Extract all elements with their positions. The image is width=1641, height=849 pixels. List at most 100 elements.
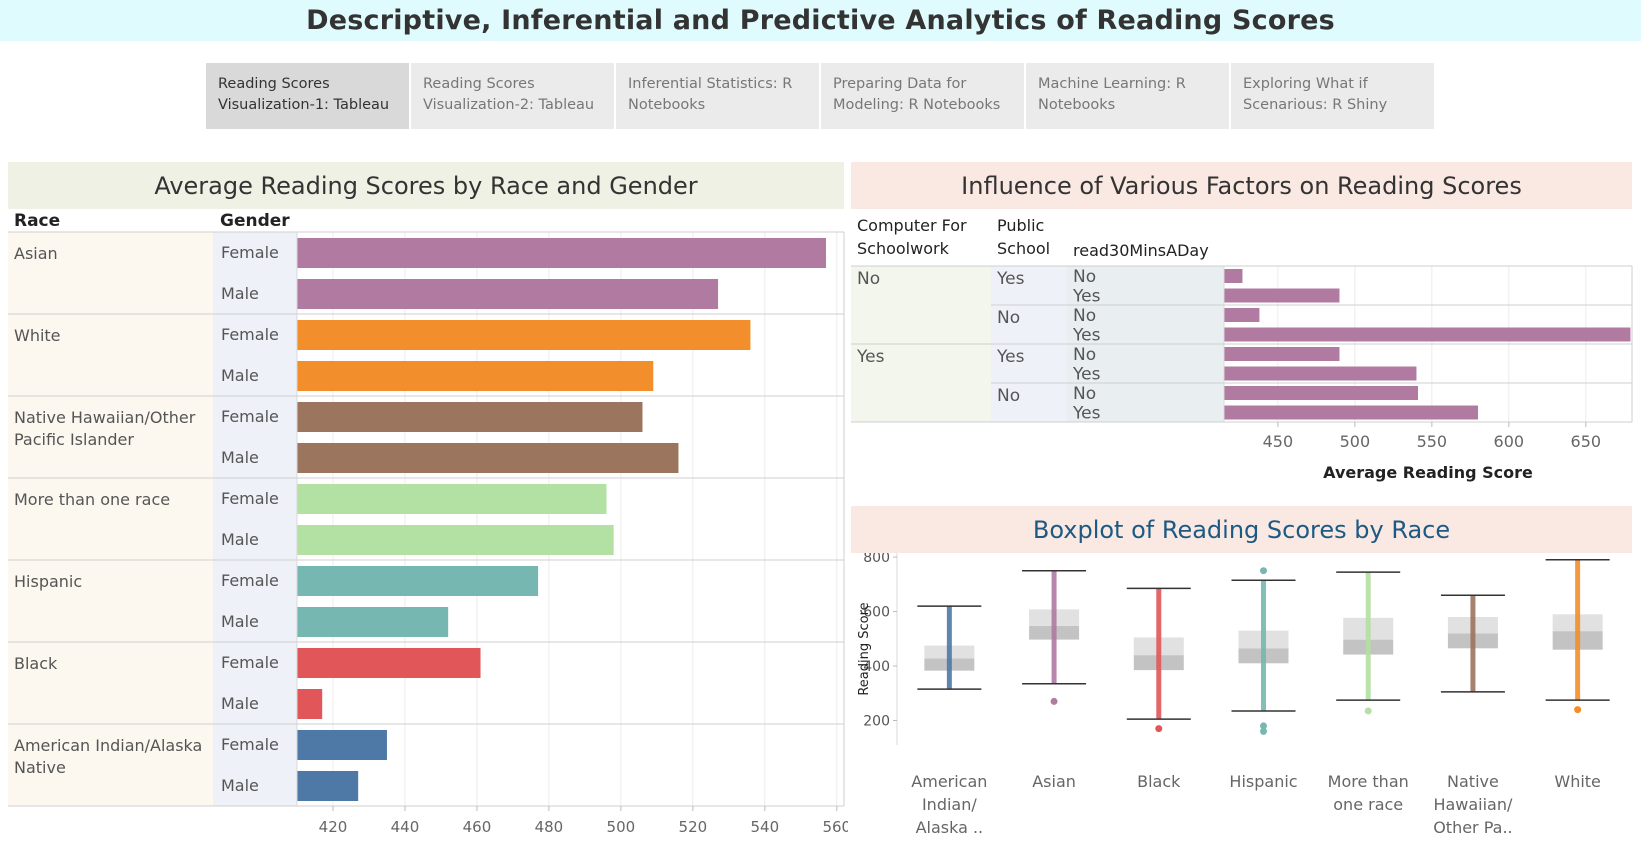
public-label: Yes (996, 347, 1025, 367)
outlier-point[interactable] (1574, 706, 1582, 714)
race-label: Black (14, 654, 58, 673)
outlier-point[interactable] (1260, 722, 1267, 730)
bar[interactable] (1224, 308, 1260, 322)
tab-preparing-data[interactable]: Preparing Data for Modeling: R Notebooks (821, 63, 1024, 129)
outlier-point[interactable] (1050, 697, 1058, 705)
box[interactable] (1336, 571, 1401, 715)
bar[interactable] (297, 607, 449, 637)
x-tick-label: 420 (319, 818, 348, 836)
bar[interactable] (297, 689, 323, 719)
race-boxplot-chart: 200 400 600 800 Reading Score American Indian/… (857, 553, 1610, 837)
box[interactable] (917, 605, 982, 690)
dashboard-title: Descriptive, Inferential and Predictive … (306, 5, 1335, 36)
tab-what-if-scenarios[interactable]: Exploring What if Scenarious: R Shiny (1231, 63, 1434, 129)
y-tick-label: 600 (863, 605, 890, 621)
gender-label: Female (221, 407, 279, 426)
gender-label: Male (221, 530, 259, 549)
bar[interactable] (297, 238, 827, 268)
outlier-point[interactable] (1155, 725, 1163, 733)
computer-column-header: Computer For Schoolwork (857, 216, 967, 258)
read-label: No (1073, 345, 1096, 365)
bar[interactable] (297, 484, 607, 514)
gender-label: Female (221, 325, 279, 344)
x-tick-label: 500 (1340, 432, 1371, 451)
bar[interactable] (1224, 269, 1243, 283)
box[interactable] (1231, 567, 1296, 735)
gender-label: Male (221, 694, 259, 713)
gender-label: Female (221, 571, 279, 590)
gender-column-header: Gender (220, 211, 290, 231)
box[interactable] (1440, 594, 1505, 693)
bar[interactable] (297, 361, 654, 391)
x-tick-label: 440 (391, 818, 420, 836)
read-label: Yes (1072, 287, 1101, 307)
box[interactable] (1022, 569, 1087, 705)
category-label: White (1554, 772, 1601, 791)
bar[interactable] (1224, 405, 1479, 420)
bar[interactable] (1224, 347, 1340, 361)
read-label: No (1073, 384, 1096, 404)
category-label: Native Hawaiian/Other Pa.. (1433, 772, 1513, 837)
box[interactable] (1126, 587, 1191, 733)
bar[interactable] (297, 279, 719, 309)
tab-inferential-statistics[interactable]: Inferential Statistics: R Notebooks (616, 63, 819, 129)
read-label: No (1073, 306, 1096, 326)
bar[interactable] (297, 443, 679, 473)
tab-visualization-2[interactable]: Reading Scores Visualization-2: Tableau (411, 63, 614, 129)
box[interactable] (1545, 559, 1610, 714)
outlier-point[interactable] (1364, 707, 1372, 715)
bar[interactable] (297, 402, 643, 432)
race-column-background (8, 232, 213, 806)
gender-label: Male (221, 284, 259, 303)
bar[interactable] (297, 566, 539, 596)
bar[interactable] (297, 320, 751, 350)
bar[interactable] (1224, 288, 1340, 303)
read-label: No (1073, 267, 1096, 287)
race-gender-chart-title: Average Reading Scores by Race and Gende… (8, 162, 844, 209)
gender-label: Female (221, 243, 279, 262)
x-tick-label: 460 (463, 818, 492, 836)
gender-label: Female (221, 653, 279, 672)
y-axis-title: Reading Score (857, 602, 872, 695)
computer-label: Yes (856, 347, 885, 367)
outlier-point[interactable] (1260, 567, 1267, 575)
read-column-header: read30MinsADay (1073, 241, 1209, 260)
x-tick-label: 550 (1417, 432, 1448, 451)
boxplot-chart-title: Boxplot of Reading Scores by Race (851, 506, 1632, 553)
story-tab-bar: Reading Scores Visualization-1: Tableau … (206, 63, 1434, 129)
read-label: Yes (1072, 404, 1101, 424)
race-label: White (14, 326, 61, 345)
x-tick-label: 480 (535, 818, 564, 836)
bar[interactable] (1224, 366, 1417, 381)
x-tick-label: 650 (1571, 432, 1602, 451)
gender-label: Male (221, 612, 259, 631)
x-tick-label: 560 (822, 818, 848, 836)
bar[interactable] (297, 648, 481, 678)
race-column-header: Race (14, 211, 60, 231)
outlier-point[interactable] (1260, 727, 1267, 735)
bar[interactable] (297, 525, 614, 555)
bar[interactable] (1224, 327, 1631, 342)
tab-visualization-1[interactable]: Reading Scores Visualization-1: Tableau (206, 63, 409, 129)
public-label: No (997, 308, 1020, 328)
bar[interactable] (297, 730, 387, 760)
read-label: Yes (1072, 326, 1101, 346)
gender-label: Female (221, 735, 279, 754)
public-column-header: Public School (997, 216, 1050, 258)
gender-label: Male (221, 448, 259, 467)
public-label: No (997, 386, 1020, 406)
tab-machine-learning[interactable]: Machine Learning: R Notebooks (1026, 63, 1229, 129)
bar[interactable] (1224, 386, 1418, 400)
race-label: More than one race (14, 490, 170, 509)
race-label: Asian (14, 244, 58, 263)
race-label: Hispanic (14, 572, 82, 591)
gender-label: Male (221, 366, 259, 385)
x-tick-label: 500 (607, 818, 636, 836)
dashboard-title-bar: Descriptive, Inferential and Predictive … (0, 0, 1641, 41)
read-label: Yes (1072, 365, 1101, 385)
category-label: More than one race (1328, 772, 1409, 814)
public-label: Yes (996, 269, 1025, 289)
x-tick-label: 540 (751, 818, 780, 836)
factors-chart-title: Influence of Various Factors on Reading … (851, 162, 1632, 209)
bar[interactable] (297, 771, 359, 801)
